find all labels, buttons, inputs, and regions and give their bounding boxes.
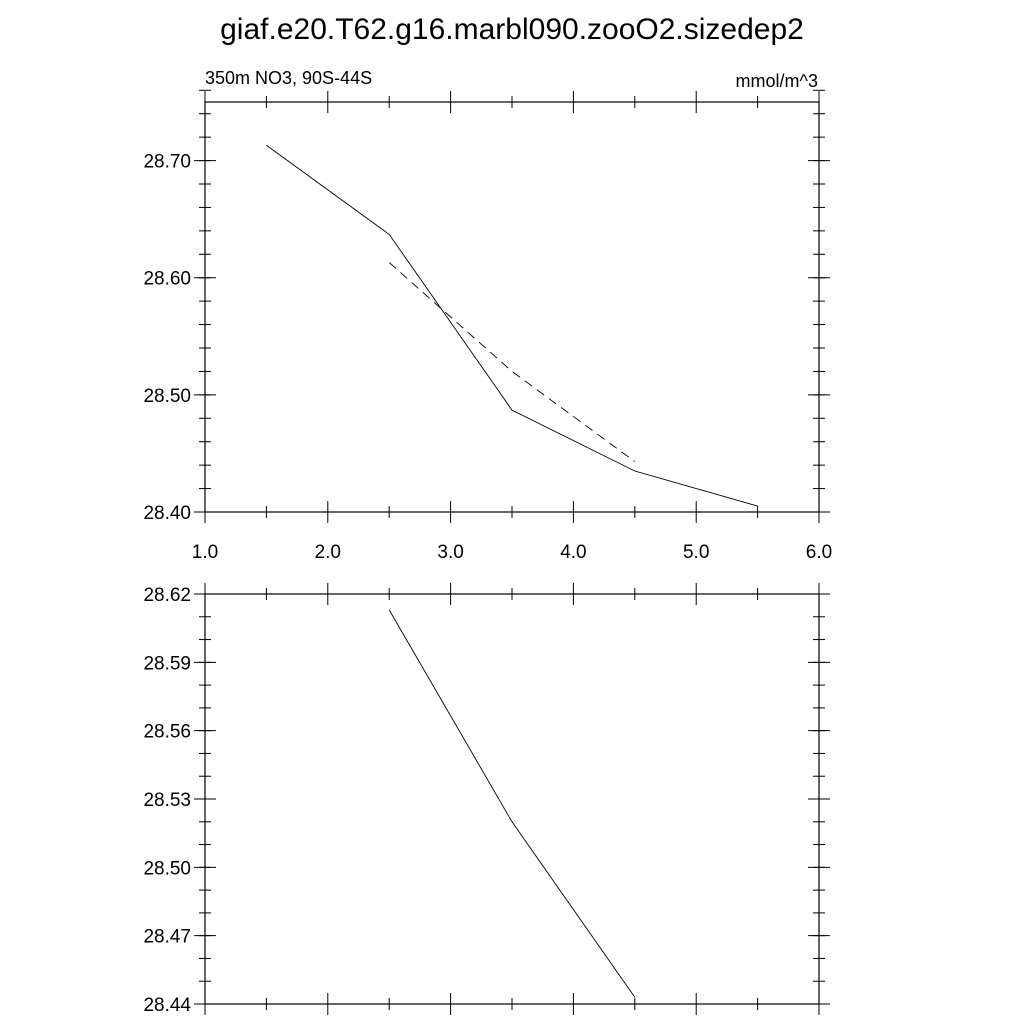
x-tick-label: 1.0 <box>192 542 218 563</box>
y-tick-label: 28.50 <box>143 386 191 407</box>
bottom-axis-ticks: 28.62 28.59 28.56 28.53 28.50 28.47 28.44 <box>143 583 830 1016</box>
y-tick-label: 28.53 <box>143 790 191 811</box>
y-tick-label: 28.44 <box>143 995 191 1016</box>
x-tick-label: 6.0 <box>806 542 832 563</box>
y-tick-label: 28.56 <box>143 722 191 743</box>
top-plot-frame <box>204 101 820 513</box>
x-tick-label: 2.0 <box>315 542 341 563</box>
y-tick-label: 28.59 <box>143 653 191 674</box>
bottom-panel: 28.62 28.59 28.56 28.53 28.50 28.47 28.44 <box>143 583 830 1016</box>
x-tick-label: 5.0 <box>683 542 709 563</box>
x-tick-label: 4.0 <box>560 542 586 563</box>
bottom-plot-frame <box>204 593 820 1005</box>
x-tick-label: 3.0 <box>437 542 463 563</box>
y-tick-label: 28.40 <box>143 503 191 524</box>
y-tick-label: 28.50 <box>143 858 191 879</box>
top-subtitle-left: 350m NO3, 90S-44S <box>205 68 372 88</box>
top-series-dashed-line <box>388 262 636 462</box>
top-series-group <box>266 144 758 507</box>
top-units-label: mmol/m^3 <box>736 71 818 91</box>
bottom-series-group <box>388 609 636 998</box>
bottom-series-solid-line <box>388 609 636 998</box>
top-panel: 350m NO3, 90S-44S mmol/m^3 1.0 2.0 3.0 4.0 5… <box>143 68 832 563</box>
y-tick-label: 28.60 <box>143 269 191 290</box>
y-tick-label: 28.62 <box>143 585 191 606</box>
top-series-solid-line <box>266 144 758 507</box>
y-tick-label: 28.70 <box>143 152 191 173</box>
chart-title: giaf.e20.T62.g16.marbl090.zooO2.sizedep2 <box>220 13 804 46</box>
top-axis-ticks: 1.0 2.0 3.0 4.0 5.0 6.0 28.40 28.50 28.60 28.70 <box>143 89 832 563</box>
y-tick-label: 28.47 <box>143 927 191 948</box>
